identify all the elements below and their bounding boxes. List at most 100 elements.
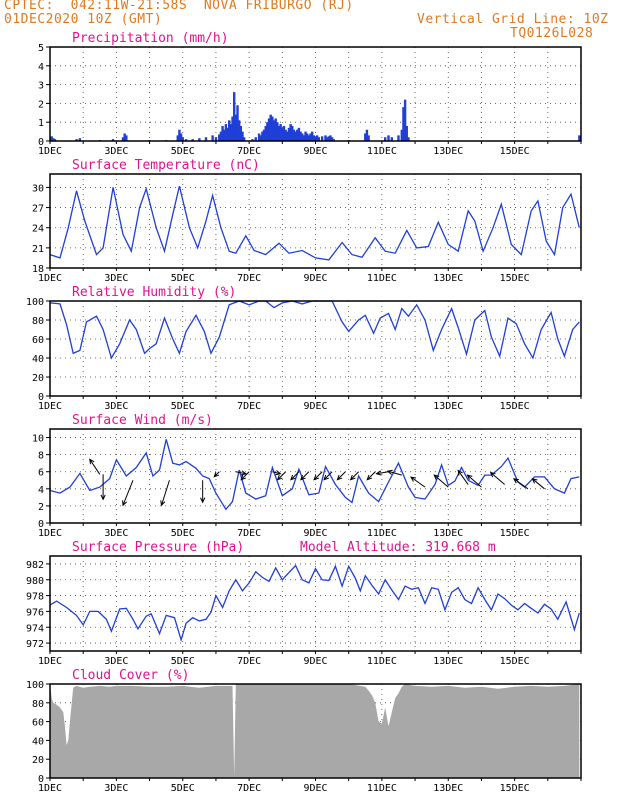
precip-bar [365,129,369,141]
wind-arrow-head [375,470,382,476]
x-tick-label: 9DEC [303,528,327,539]
precip-bar [302,135,306,141]
precip-bar [279,124,282,141]
x-tick-label: 1DEC [38,528,62,539]
series-line [49,564,580,643]
y-tick-label: 80 [32,699,44,710]
precip-bar [301,133,304,141]
precip-bar [125,135,128,141]
x-tick-label: 3DEC [104,146,128,157]
run-code-label: TQ0126L028 [510,26,594,41]
precip-bar [294,131,297,141]
x-tick-label: 9DEC [303,401,327,412]
precip-bar [405,125,408,141]
x-tick-label: 11DEC [367,401,397,412]
wind-arrow [160,480,170,506]
wind-arrow [513,478,529,490]
x-tick-label: 5DEC [171,146,195,157]
y-tick-label: 5 [38,43,44,54]
precip-bar [53,139,57,141]
x-tick-label: 3DEC [104,401,128,412]
y-tick-label: 60 [32,718,44,729]
precip-bar [289,124,292,141]
x-tick-label: 1DEC [38,783,62,794]
wind-arrow [350,471,359,481]
precip-bar [226,127,229,141]
wind-arrow [240,471,250,481]
x-tick-label: 9DEC [303,656,327,667]
y-tick-label: 100 [26,680,44,691]
y-tick-label: 60 [32,335,44,346]
wind-arrow-head [300,474,306,481]
panel-5 [46,555,582,654]
wind-arrow-head [489,471,496,478]
y-tick-label: 27 [32,204,44,215]
precip-bar [181,137,184,141]
panel-title: Precipitation (mm/h) [72,31,229,46]
y-tick-label: 980 [26,576,44,587]
wind-arrow-head [336,474,343,481]
x-tick-label: 7DEC [237,401,261,412]
wind-arrow-head [313,474,320,481]
wind-arrow [272,471,281,475]
precip-bar [52,138,55,141]
wind-arrow-head [122,500,127,507]
y-tick-label: 0 [38,392,44,403]
precip-bar [237,120,241,141]
y-tick-label: 20 [32,373,44,384]
y-tick-label: 2 [38,502,44,513]
precip-bar [407,137,410,141]
precip-bar [221,125,224,141]
precip-bar [387,135,390,141]
y-tick-label: 21 [32,244,44,255]
precip-bar [329,135,332,141]
wind-arrow [300,471,310,481]
precip-bar [400,129,403,141]
precip-bar [317,137,321,141]
precip-bar [330,137,334,141]
precip-bar [121,137,125,141]
x-tick-label: 7DEC [237,656,261,667]
y-tick-label: 0 [38,137,44,148]
wind-arrow-head [457,469,463,476]
precip-bar [223,129,226,141]
x-tick-label: 5DEC [171,401,195,412]
precip-bar [204,137,208,141]
wind-arrow [277,471,286,481]
precip-bar [578,135,581,141]
y-tick-label: 3 [38,81,44,92]
wind-arrow-head [290,474,296,481]
wind-arrow-head [100,494,106,501]
precip-bar [219,131,223,141]
x-tick-label: 1DEC [38,146,62,157]
x-tick-label: 13DEC [433,401,463,412]
precip-bar [251,139,254,141]
precip-bar [267,118,271,141]
precip-bar [218,134,221,141]
y-tick-label: 24 [32,224,44,235]
x-tick-label: 7DEC [237,783,261,794]
series-line [49,439,580,511]
x-tick-label: 15DEC [500,401,530,412]
y-tick-label: 974 [26,623,44,634]
precip-bar [272,120,276,141]
wind-arrow [122,480,134,506]
x-tick-label: 15DEC [500,273,530,284]
y-tick-label: 80 [32,316,44,327]
precip-bar [242,137,246,141]
wind-arrow [337,471,346,481]
x-tick-label: 11DEC [367,656,397,667]
wind-arrow [376,471,389,475]
precip-bar [327,136,330,141]
y-tick-label: 30 [32,183,44,194]
x-tick-label: 13DEC [433,528,463,539]
precip-bar [332,139,335,141]
precip-bar [229,124,233,141]
precip-bar [309,133,312,141]
precip-bar [403,99,407,141]
precip-bar [282,125,286,141]
wind-arrow [467,474,482,488]
wind-arrow-head [433,474,440,480]
x-tick-label: 9DEC [303,273,327,284]
